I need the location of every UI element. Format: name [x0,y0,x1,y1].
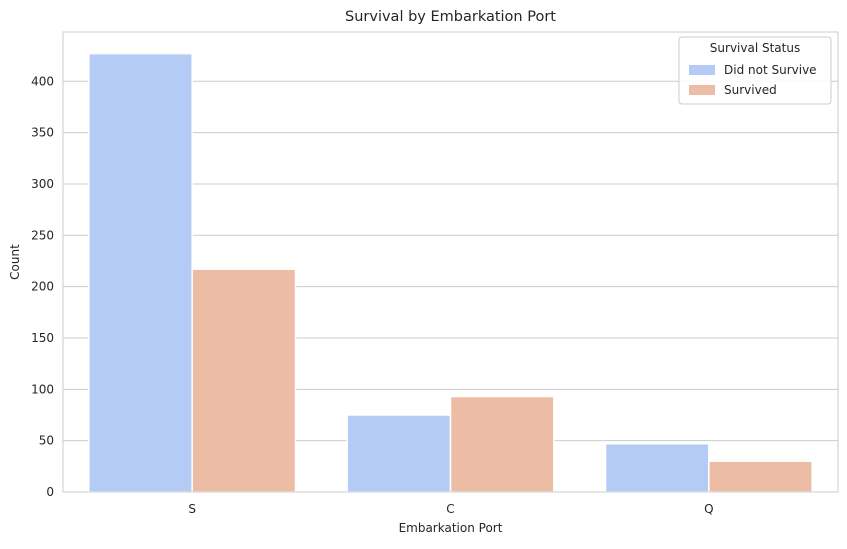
bar-C-survived [449,395,555,493]
plot-frame [62,31,839,493]
bar-S-did-not-survive [88,52,193,493]
y-tick-label: 350 [31,126,54,140]
y-tick-label: 300 [31,177,54,191]
x-tick-label: S [188,502,196,516]
bar-S-survived [191,268,297,493]
legend-layer: Survival Status Did not Survive Survived [678,36,832,105]
axes-layer [62,31,839,493]
legend-title: Survival Status [710,41,800,55]
y-tick-label: 250 [31,228,54,242]
y-tick-label: 100 [31,382,54,396]
labels-layer: 0 50 100 150 200 250 300 350 400 S C Q Survival by E… [8,9,714,535]
x-tick-label: Q [704,502,713,516]
legend-box [678,36,832,105]
legend-swatch-survived [689,85,715,95]
chart-title: Survival by Embarkation Port [345,9,556,25]
y-tick-label: 400 [31,74,54,88]
y-tick-label: 150 [31,331,54,345]
legend-label: Survived [724,83,777,97]
bar-C-did-not-survive [346,414,452,493]
y-tick-label: 200 [31,280,54,294]
x-axis-label: Embarkation Port [399,521,503,535]
y-tick-label: 0 [46,485,54,499]
legend-label: Did not Survive [724,63,817,77]
y-axis-label: Count [8,244,22,280]
x-tick-label: C [446,502,454,516]
y-tick-label: 50 [39,434,54,448]
bars-layer [88,52,813,493]
legend-swatch-did-not-survive [689,65,715,75]
bar-Q-survived [708,460,813,493]
bar-Q-did-not-survive [604,442,710,493]
